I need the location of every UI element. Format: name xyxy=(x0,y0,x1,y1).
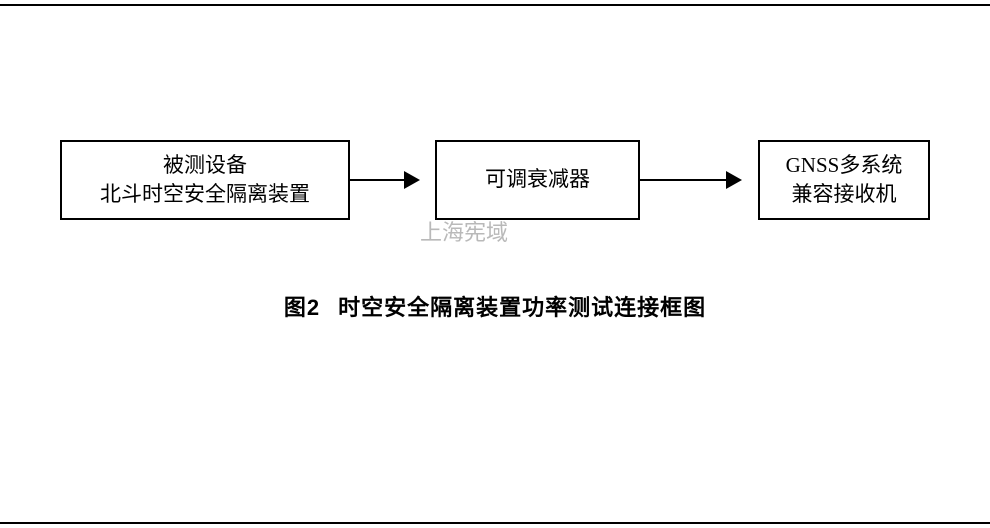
node-attenuator: 可调衰减器 xyxy=(435,140,640,220)
node-line1: 可调衰减器 xyxy=(485,165,590,194)
bottom-border-rule xyxy=(0,522,990,524)
node-device-under-test: 被测设备 北斗时空安全隔离装置 xyxy=(60,140,350,220)
flowchart: 被测设备 北斗时空安全隔离装置 可调衰减器 GNSS多系统 兼容接收机 xyxy=(0,140,990,260)
arrow-2-3 xyxy=(640,179,740,181)
arrow-1-2 xyxy=(350,179,418,181)
figure-caption: 图2 时空安全隔离装置功率测试连接框图 xyxy=(0,290,990,322)
node-line2: 北斗时空安全隔离装置 xyxy=(100,180,310,209)
top-border-rule xyxy=(0,4,990,6)
node-line2: 兼容接收机 xyxy=(792,180,897,209)
node-gnss-receiver: GNSS多系统 兼容接收机 xyxy=(758,140,930,220)
caption-label: 图2 xyxy=(284,295,320,320)
caption-text: 时空安全隔离装置功率测试连接框图 xyxy=(338,295,706,320)
node-line1: GNSS多系统 xyxy=(786,151,903,180)
node-line1: 被测设备 xyxy=(163,151,247,180)
